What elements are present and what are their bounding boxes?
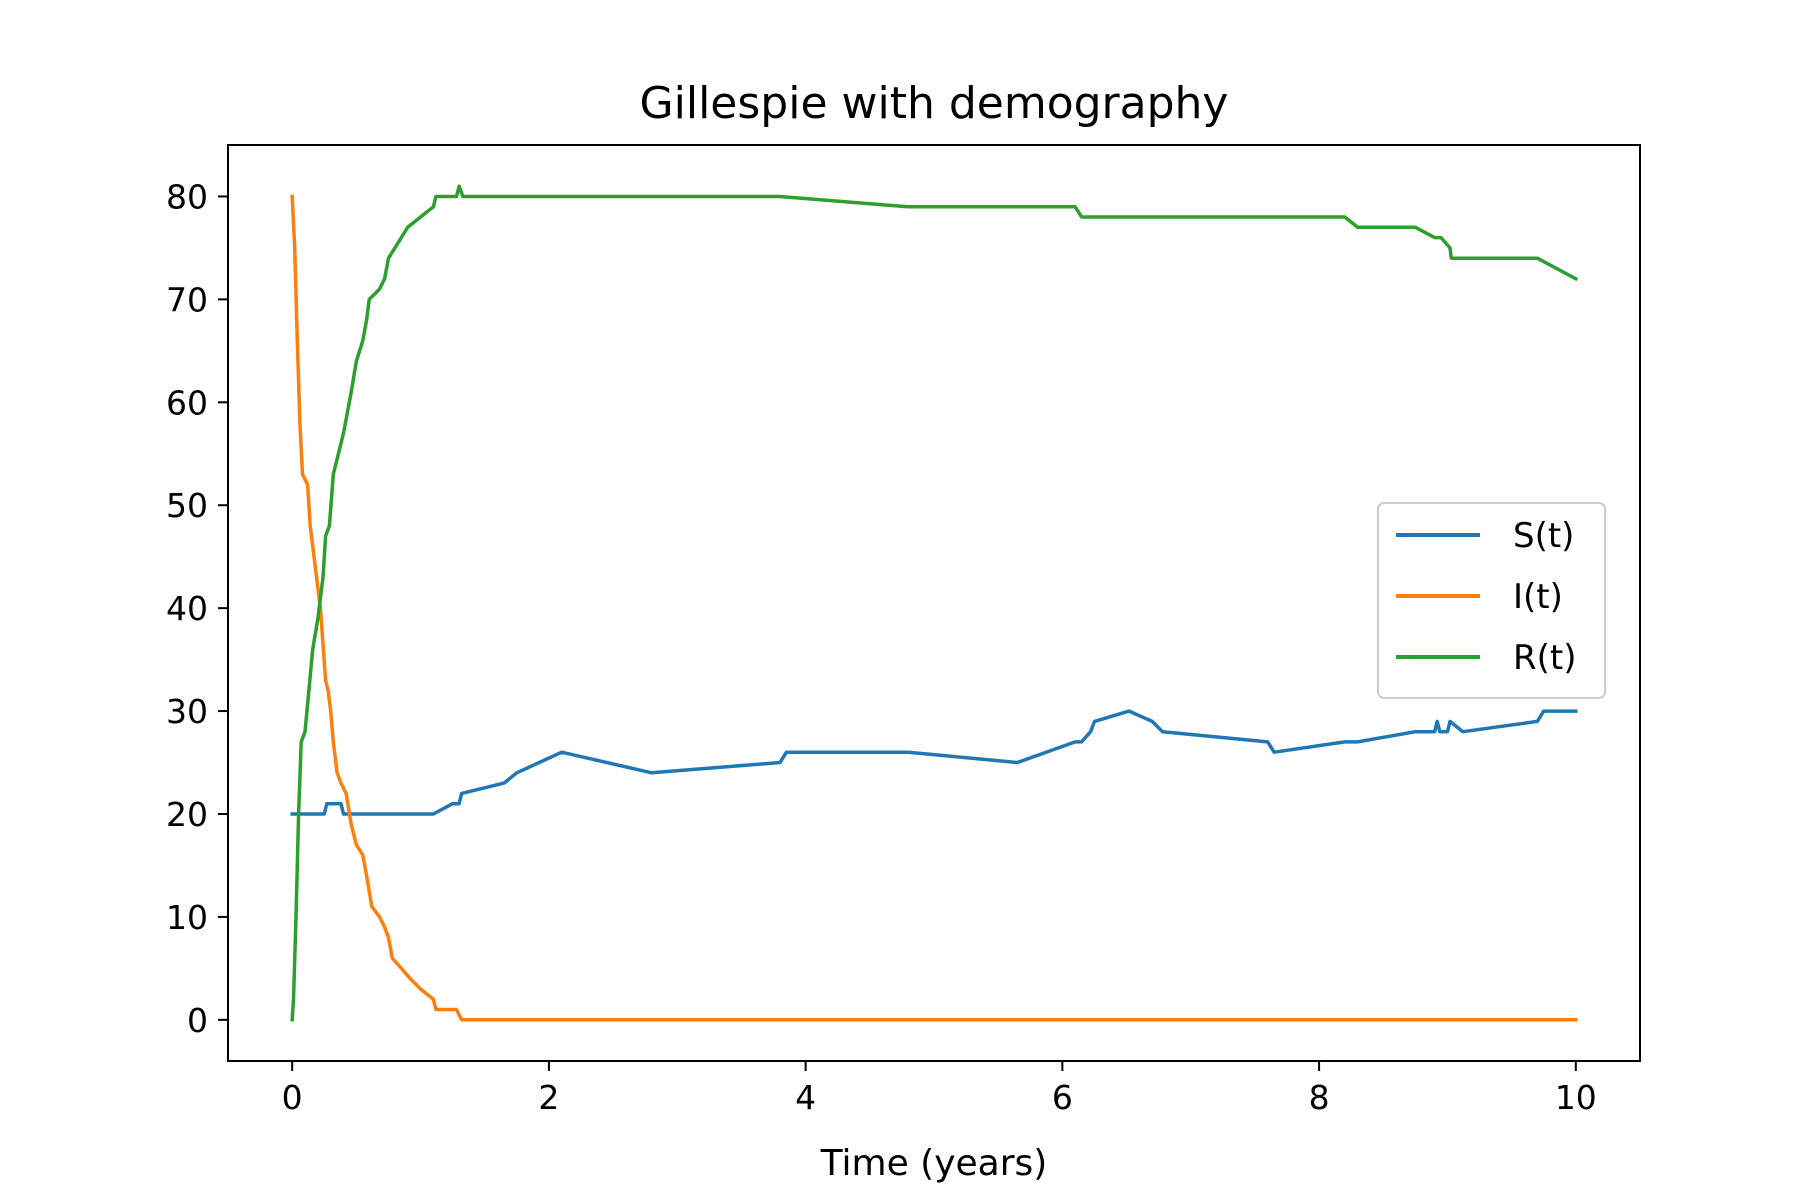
series-line-3 [290, 184, 1579, 1022]
x-tick-label: 0 [282, 1078, 303, 1117]
series-line-1 [290, 709, 1578, 816]
series-line-2 [290, 194, 1578, 1022]
y-tick-label: 60 [166, 383, 208, 422]
legend-label: S(t) [1513, 516, 1574, 556]
y-tick-label: 40 [166, 589, 208, 628]
x-axis: 0 2 4 6 8 10 [282, 1061, 1597, 1117]
x-tick-label: 8 [1309, 1078, 1330, 1117]
x-axis-label: Time (years) [820, 1143, 1048, 1184]
x-tick-label: 4 [795, 1078, 816, 1117]
x-tick-label: 6 [1052, 1078, 1073, 1117]
y-tick-label: 70 [166, 280, 208, 319]
y-tick-label: 50 [166, 486, 208, 525]
y-tick-label: 20 [166, 795, 208, 834]
y-axis: 0 10 20 30 40 50 60 70 80 [166, 177, 228, 1040]
legend-label: I(t) [1513, 577, 1563, 617]
legend: S(t) I(t) R(t) [1377, 502, 1606, 699]
plot-frame [227, 144, 1641, 1062]
legend-box [1377, 502, 1606, 699]
x-tick-label: 10 [1555, 1078, 1597, 1117]
y-tick-label: 0 [187, 1001, 208, 1040]
chart-title: Gillespie with demography [640, 78, 1229, 129]
x-tick-label: 2 [538, 1078, 559, 1117]
legend-label: R(t) [1513, 638, 1576, 678]
series-group [290, 184, 1579, 1022]
y-tick-label: 30 [166, 692, 208, 731]
y-tick-label: 10 [166, 898, 208, 937]
y-tick-label: 80 [166, 177, 208, 216]
